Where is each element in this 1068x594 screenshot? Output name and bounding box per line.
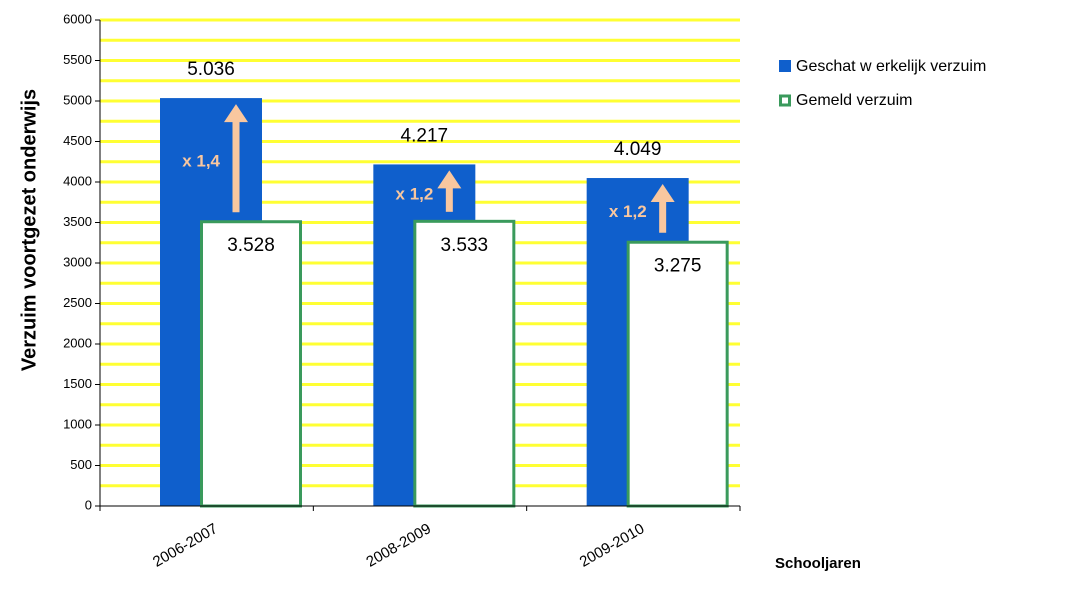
data-label: 3.528: [227, 235, 275, 256]
y-tick-label: 2000: [63, 335, 92, 350]
y-tick-label: 3000: [63, 254, 92, 269]
annotation: x 1,2: [396, 185, 434, 204]
x-tick-label: 2006-2007: [150, 520, 221, 571]
y-tick-label: 5500: [63, 52, 92, 67]
ratio-arrow-head: [437, 170, 462, 189]
y-axis-label: Verzuim voortgezet onderwijs: [18, 89, 40, 371]
data-label: 3.533: [441, 235, 489, 256]
data-label: 3.275: [654, 256, 702, 277]
annotation: x 1,4: [182, 152, 220, 171]
x-tick-label: 2008-2009: [363, 520, 434, 571]
y-tick-label: 6000: [63, 11, 92, 26]
legend-swatch: [779, 94, 791, 107]
x-tick-label: 2009-2010: [577, 520, 648, 571]
y-tick-label: 4000: [63, 173, 92, 188]
legend-label: Geschat w erkelijk verzuim: [796, 58, 986, 75]
y-tick-label: 4500: [63, 133, 92, 148]
y-tick-label: 2500: [63, 295, 92, 310]
annotation: x 1,2: [609, 202, 647, 221]
legend-label: Gemeld verzuim: [796, 92, 912, 109]
data-label: 4.049: [614, 139, 662, 160]
data-label: 5.036: [187, 59, 235, 80]
bar: [413, 219, 516, 508]
ratio-arrow-head: [224, 104, 248, 123]
ratio-arrow-head: [650, 184, 675, 203]
x-axis-label: Schooljaren: [775, 555, 861, 572]
y-tick-label: 1000: [63, 416, 92, 431]
y-tick-label: 0: [85, 497, 92, 512]
y-tick-label: 5000: [63, 92, 92, 107]
y-tick-label: 3500: [63, 214, 92, 229]
bar: [626, 240, 729, 508]
data-label: 4.217: [401, 125, 449, 146]
bar: [200, 220, 302, 508]
y-tick-label: 1500: [63, 376, 92, 391]
legend-swatch: [779, 60, 791, 72]
y-tick-label: 500: [70, 457, 92, 472]
